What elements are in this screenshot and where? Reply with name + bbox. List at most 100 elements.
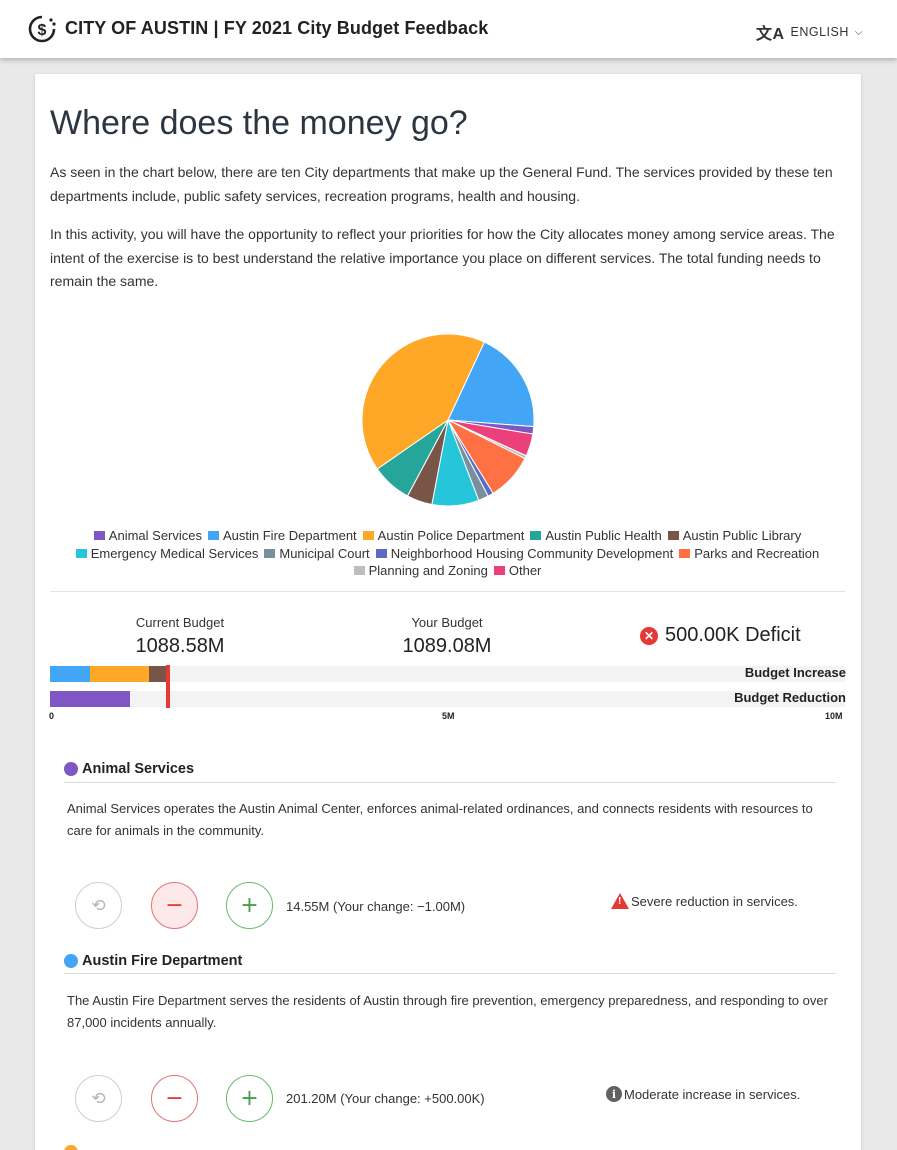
divider <box>64 782 836 783</box>
department-color-dot <box>64 1145 78 1150</box>
your-budget-label: Your Budget <box>411 615 483 630</box>
legend-swatch <box>208 531 219 540</box>
legend-item: Emergency Medical Services <box>75 545 259 563</box>
legend-swatch <box>93 531 105 540</box>
department-title: Animal Services <box>64 761 194 777</box>
chevron-down-icon: ⌵ <box>854 26 863 38</box>
impact-text: Severe reduction in services. <box>631 893 798 909</box>
department-color-dot <box>64 762 78 776</box>
increase-button[interactable]: + <box>226 1075 273 1122</box>
reset-button[interactable]: ⟲ <box>75 882 122 929</box>
legend-swatch <box>362 531 374 540</box>
legend-item: Neighborhood Housing Community Developme… <box>375 545 674 563</box>
department-amount: 14.55M (Your change: −1.00M) <box>286 899 466 914</box>
legend-swatch <box>667 531 679 540</box>
chart-legend: Animal Services Austin Fire Department Aus… <box>50 527 845 580</box>
impact-message: ! Severe reduction in services. <box>611 893 798 909</box>
legend-swatch <box>375 548 387 558</box>
department-description: The Austin Fire Department serves the re… <box>67 993 828 1030</box>
deficit-text: 500.00K Deficit <box>665 624 801 646</box>
legend-item: Parks and Recreation <box>679 545 819 563</box>
reset-icon: ⟲ <box>91 895 106 916</box>
department-title <box>64 1145 78 1150</box>
impact-text: Moderate increase in services. <box>624 1086 801 1102</box>
legend-swatch <box>679 548 691 558</box>
budget-segment <box>50 691 130 707</box>
minus-icon: − <box>165 1086 184 1111</box>
decrease-button[interactable]: − <box>151 882 198 929</box>
top-app-bar: $ CITY OF AUSTIN | FY 2021 City Budget F… <box>0 0 897 58</box>
legend-item: Austin Police Department <box>362 527 525 545</box>
tick-label: 10M <box>825 711 843 721</box>
current-budget-value: 1088.58M <box>135 635 225 657</box>
legend-label: Austin Fire Department <box>223 528 357 543</box>
deficit-indicator: ✕ 500.00K Deficit <box>640 624 801 647</box>
legend-swatch <box>75 548 87 558</box>
legend-label: Parks and Recreation <box>694 545 820 561</box>
tick-label: 0 <box>49 711 55 721</box>
department-amount: 201.20M (Your change: +500.00K) <box>286 1091 485 1106</box>
legend-label: Animal Services <box>108 528 202 543</box>
department-color-dot <box>64 954 78 968</box>
translate-icon: 文A <box>755 26 785 43</box>
budget-segment <box>149 666 170 682</box>
language-label: ENGLISH <box>790 25 849 39</box>
pie-slice <box>447 341 535 428</box>
budget-increase-bar <box>50 666 845 682</box>
reset-button[interactable]: ⟲ <box>75 1075 122 1122</box>
legend-label: Emergency Medical Services <box>90 545 259 561</box>
divider <box>64 973 836 974</box>
legend-item: Other <box>493 562 542 580</box>
impact-message: i Moderate increase in services. <box>606 1086 800 1102</box>
legend-label: Other <box>508 563 542 578</box>
legend-item: Municipal Court <box>264 545 370 563</box>
pie-slice <box>361 333 486 470</box>
reset-icon: ⟲ <box>91 1088 106 1109</box>
budget-marker <box>166 665 170 708</box>
legend-label: Neighborhood Housing Community Developme… <box>390 545 674 561</box>
budget-increase-label: Budget Increase <box>744 665 846 680</box>
budget-pie-chart <box>361 333 535 507</box>
legend-item: Austin Fire Department <box>208 527 357 545</box>
legend-label: Austin Public Health <box>545 528 662 543</box>
legend-item: Austin Public Library <box>667 527 802 545</box>
svg-text:$: $ <box>38 22 47 39</box>
info-icon: i <box>606 1086 622 1102</box>
department-description: Animal Services operates the Austin Anim… <box>67 801 813 838</box>
legend-row: Emergency Medical Services Municipal Cour… <box>50 545 845 563</box>
warning-icon: ! <box>611 893 629 909</box>
legend-swatch <box>264 548 276 558</box>
legend-item: Austin Public Health <box>530 527 662 545</box>
department-name: Animal Services <box>82 761 195 777</box>
app-title: CITY OF AUSTIN | FY 2021 City Budget Fee… <box>65 18 489 38</box>
increase-button[interactable]: + <box>226 882 273 929</box>
activity-paragraph: In this activity, you will have the oppo… <box>50 226 835 289</box>
legend-item: Planning and Zoning <box>353 562 488 580</box>
legend-item: Animal Services <box>93 527 202 545</box>
legend-swatch <box>493 566 505 575</box>
error-icon: ✕ <box>640 626 658 645</box>
legend-row: Planning and Zoning Other <box>50 562 845 580</box>
tick-label: 5M <box>442 711 455 721</box>
current-budget-label: Current Budget <box>135 615 225 630</box>
minus-icon: − <box>165 893 184 918</box>
budget-segment <box>89 666 150 682</box>
decrease-button[interactable]: − <box>151 1075 198 1122</box>
plus-icon: + <box>240 1086 259 1111</box>
your-budget-value: 1089.08M <box>402 635 492 657</box>
main-card: Where does the money go? As seen in the … <box>35 74 861 1150</box>
page-title: Where does the money go? <box>50 104 468 142</box>
budget-segment <box>50 666 90 682</box>
city-logo-icon: $ <box>28 15 56 43</box>
divider <box>50 591 845 592</box>
legend-label: Austin Public Library <box>682 528 802 543</box>
department-title: Austin Fire Department <box>64 953 242 969</box>
plus-icon: + <box>240 893 259 918</box>
department-name: Austin Fire Department <box>82 953 243 969</box>
legend-label: Municipal Court <box>279 545 370 561</box>
legend-row: Animal Services Austin Fire Department Aus… <box>50 527 845 545</box>
budget-reduction-bar <box>50 691 845 707</box>
legend-label: Austin Police Department <box>377 528 525 543</box>
legend-swatch <box>530 531 542 540</box>
language-selector[interactable]: 文A ENGLISH ⌵ <box>756 20 863 44</box>
